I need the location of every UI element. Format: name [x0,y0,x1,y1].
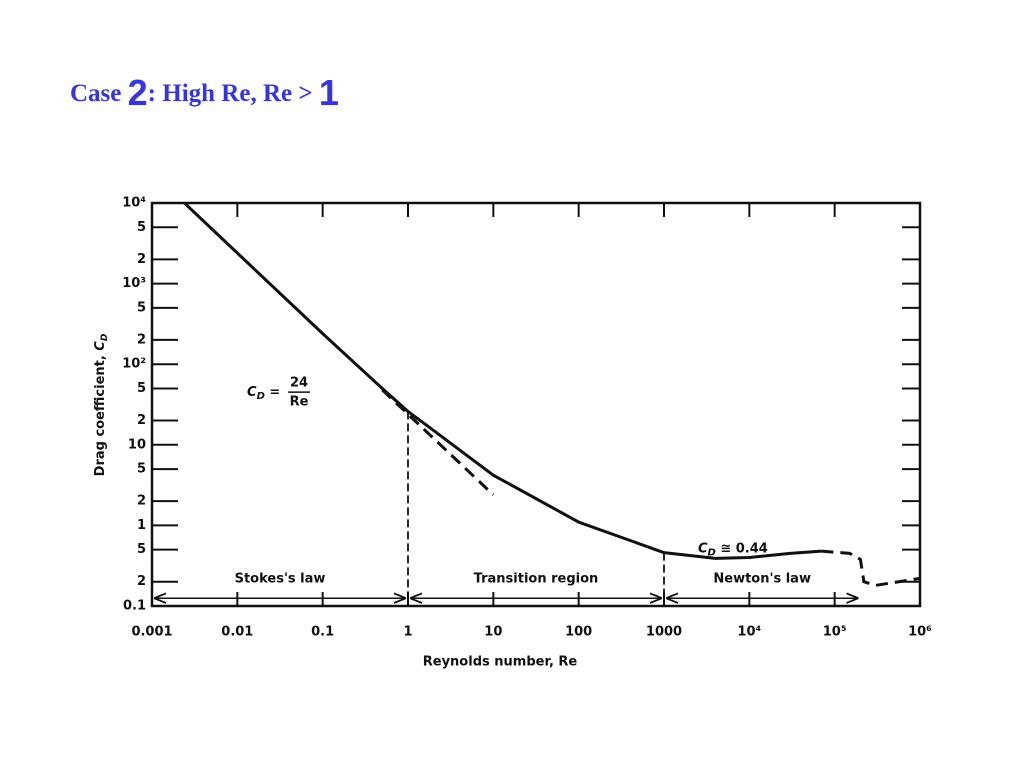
y-tick-label: 10⁴ [122,196,146,211]
y-tick-label: 5 [137,300,146,315]
region-label: Newton's law [713,572,811,587]
y-tick-label: 5 [137,220,146,235]
annotation-part: = [265,385,280,400]
slide-title: Case 2: High Re, Re > 1 [70,72,339,113]
y-label-part: Drag coefficient, [93,351,108,477]
x-tick-label: 100 [565,625,592,640]
y-label-part: C [93,341,108,351]
title-part: 2 [128,72,148,113]
y-tick-label: 0.1 [123,599,146,614]
y-tick-label: 5 [137,542,146,557]
y-tick-label: 10² [122,357,146,372]
y-tick-label: 2 [137,494,146,509]
annotation-part: C [698,541,708,556]
annotation: CD = [247,385,280,403]
annotation-numerator: 24 [290,376,308,391]
data-line [183,201,822,560]
x-tick-label: 1000 [646,625,682,640]
y-tick-label: 10³ [122,276,146,291]
y-tick-label: 1 [137,518,146,533]
region-label: Transition region [474,572,599,587]
x-tick-label: 0.01 [221,625,253,640]
data-line [821,549,921,587]
x-tick-label: 10 [484,625,502,640]
x-tick-label: 10⁴ [737,625,761,640]
y-axis-label: Drag coefficient, CD [93,333,110,476]
x-tick-label: 10⁵ [823,625,847,640]
data-line [381,388,495,496]
annotation-part: D [708,547,716,558]
annotation-part: ≅ 0.44 [716,541,768,556]
x-tick-label: 0.1 [311,625,334,640]
y-label-part: D [100,333,110,341]
annotation-part: D [257,391,265,402]
annotation-part: C [247,385,257,400]
title-part: : High Re, Re > [148,80,319,107]
annotation: CD ≅ 0.44 [698,541,768,559]
y-tick-label: 2 [137,413,146,428]
y-tick-label: 2 [137,252,146,267]
y-tick-label: 5 [137,462,146,477]
y-tick-label: 5 [137,381,146,396]
plot-frame [150,201,922,608]
title-part: Case [70,80,128,107]
y-tick-label: 10 [128,437,146,452]
annotation-denominator: Re [290,395,309,410]
y-tick-label: 2 [137,574,146,589]
y-tick-label: 2 [137,332,146,347]
x-tick-label: 10⁶ [908,625,932,640]
region-label: Stokes's law [235,572,326,587]
x-axis-label: Reynolds number, Re [423,655,578,670]
title-part: 1 [319,72,339,113]
x-tick-label: 0.001 [131,625,172,640]
x-tick-label: 1 [403,625,412,640]
